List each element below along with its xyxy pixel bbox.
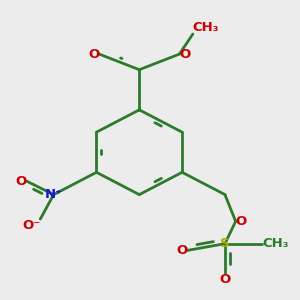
Text: O: O	[176, 244, 188, 257]
Text: CH₃: CH₃	[262, 237, 289, 250]
Text: O⁻: O⁻	[22, 219, 40, 232]
Text: O: O	[88, 48, 99, 61]
Text: O: O	[219, 273, 231, 286]
Text: O: O	[236, 215, 247, 228]
Text: O: O	[16, 175, 27, 188]
Text: O: O	[179, 48, 191, 61]
Text: N⁺: N⁺	[45, 188, 63, 201]
Text: CH₃: CH₃	[193, 21, 219, 34]
Text: S: S	[220, 237, 230, 250]
